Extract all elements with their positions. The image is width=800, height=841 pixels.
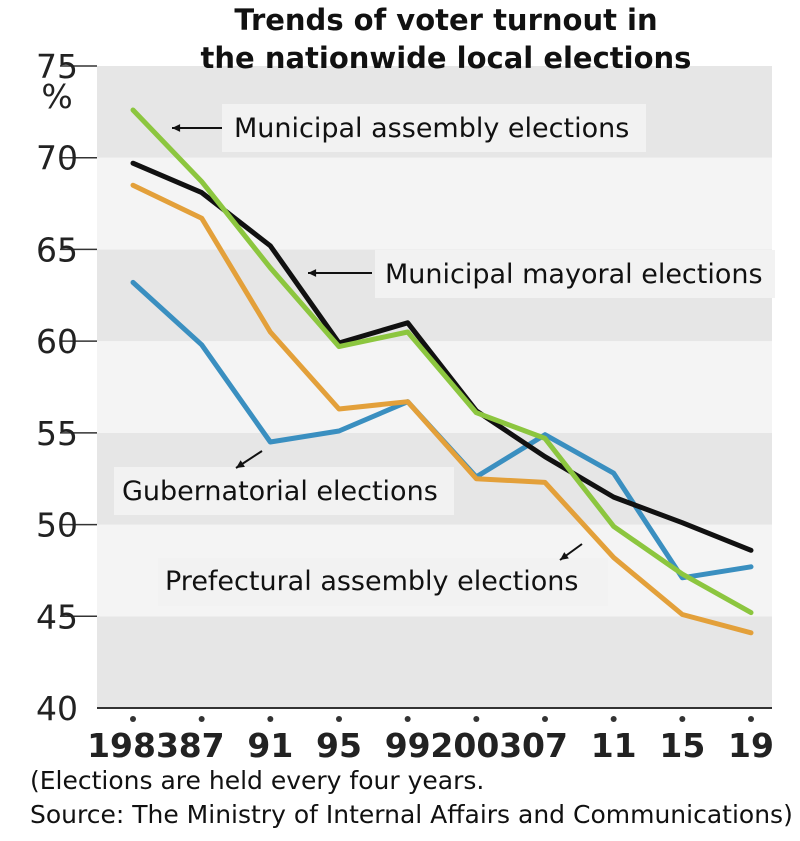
x-tick-label: 11 [591,726,637,765]
x-tick-label: 1983 [87,726,179,765]
series-lines [130,107,754,636]
x-tick-mark [198,716,205,722]
annotation-arrowhead-prefectural [560,552,569,560]
series-line-mayoral [130,160,754,553]
y-tick-label: 75 [36,47,78,86]
annotation-arrowhead-mayoral [308,269,317,277]
y-tick-label: 50 [36,506,78,545]
y-tick-label: 65 [36,230,78,269]
annotation-arrowhead-assembly [172,124,181,132]
annotation-background-gubernatorial [114,467,454,515]
footnote-line-1: (Elections are held every four years. [30,766,484,795]
annotation-background-assembly [222,104,646,152]
y-unit-label: % [41,77,72,116]
y-tick-label: 60 [36,322,78,361]
x-tick-label: 91 [247,726,293,765]
series-annotations: Municipal assembly elections Municipal ma… [114,104,775,606]
x-tick-mark [130,716,136,722]
annotation-label-assembly: Municipal assembly elections [234,113,629,144]
annotation-label-prefectural: Prefectural assembly elections [165,566,578,597]
x-tick-label: 87 [179,726,225,765]
chart-title-line-2: the nationwide local elections [201,41,692,75]
y-tick-label: 55 [36,414,78,453]
annotation-background-prefectural [158,558,608,606]
grid-bands [60,65,772,708]
annotation-label-gubernatorial: Gubernatorial elections [122,476,438,507]
chart-title-line-1: Trends of voter turnout in [234,3,657,37]
x-tick-labels: 1983 87 91 95 99 2003 07 11 15 19 [87,716,774,765]
x-tick-mark [610,716,617,722]
y-tick-label: 70 [36,139,78,178]
x-tick-mark [542,716,548,722]
x-tick-mark [267,716,274,722]
series-line-assembly [130,107,754,616]
grid-band [97,157,772,250]
annotation-label-mayoral: Municipal mayoral elections [385,259,763,290]
x-tick-label: 19 [728,726,774,765]
x-tick-mark [473,716,480,722]
y-tick-labels: 75 70 65 60 55 50 45 40 [36,47,78,728]
x-tick-mark [748,716,754,722]
series-line-prefectural [130,182,754,636]
footnote-line-2: Source: The Ministry of Internal Affairs… [30,800,793,829]
annotation-background-mayoral [375,250,775,298]
annotation-arrowhead-gubernatorial [236,460,245,468]
x-tick-label: 15 [659,726,705,765]
y-tick-label: 45 [36,597,78,636]
x-tick-label: 95 [316,726,362,765]
y-tick-label: 40 [36,689,78,728]
x-tick-label: 07 [522,726,568,765]
x-tick-mark [404,716,411,722]
x-tick-mark [679,716,686,722]
x-tick-mark [336,716,342,722]
x-tick-label: 2003 [430,726,522,765]
grid-band [97,616,772,708]
x-tick-label: 99 [385,726,431,765]
